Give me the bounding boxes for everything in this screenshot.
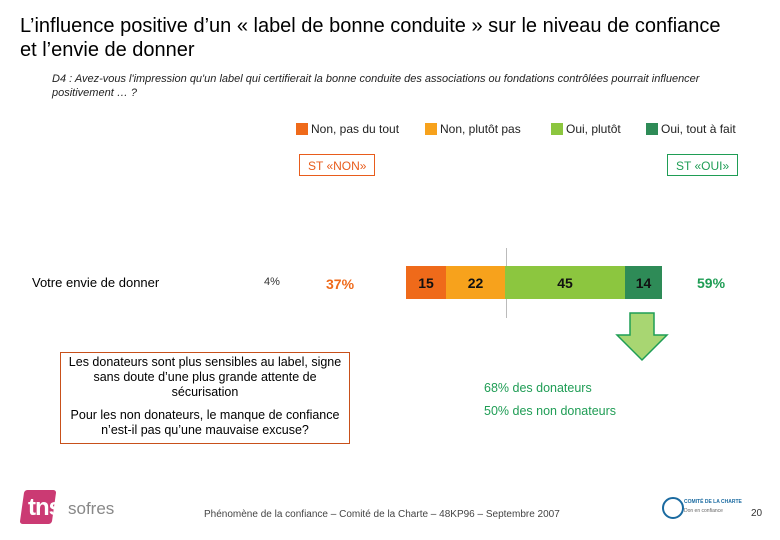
bar-value-label: 22 — [467, 274, 484, 291]
bar-segment-oui-plut-t: 45 — [505, 266, 625, 299]
charte-c-icon — [662, 497, 684, 519]
legend-swatch — [551, 123, 563, 135]
charte-logo-line2: Don en confiance — [684, 508, 723, 514]
legend-item-non-plutot-pas: Non, plutôt pas — [425, 122, 521, 136]
tns-sofres-logo: tns sofres — [19, 488, 140, 528]
nsp-percent: 4% — [264, 276, 280, 288]
legend-item-oui-plutot: Oui, plutôt — [551, 122, 621, 136]
bar-value-label: 15 — [418, 274, 434, 291]
legend-swatch — [296, 123, 308, 135]
st-oui-value: 59% — [697, 275, 726, 291]
comite-charte-logo: COMITÉ DE LA CHARTE Don en confiance — [660, 496, 742, 524]
charte-logo-line1: COMITÉ DE LA CHARTE — [684, 499, 742, 505]
page-title: L’influence positive d’un « label de bon… — [20, 15, 721, 61]
st-non-value: 37% — [326, 276, 355, 292]
insight-text-non-donateurs: Pour les non donateurs, le manque de con… — [70, 408, 340, 437]
st-oui-header: ST «OUI» — [667, 154, 739, 176]
oui-donateurs: 68% des donateurs — [484, 381, 592, 395]
down-arrow-icon — [615, 312, 669, 362]
legend-label: Non, plutôt pas — [440, 122, 521, 136]
survey-question: D4 : Avez-vous l'impression qu'un label … — [52, 73, 700, 99]
bar-segment-non-plut-t-pas: 22 — [446, 266, 505, 299]
bar-segment-oui-tout-fait: 14 — [625, 266, 662, 299]
legend-label: Oui, tout à fait — [661, 122, 736, 136]
logo-sofres-text: sofres — [68, 499, 115, 518]
legend-label: Non, pas du tout — [311, 122, 400, 136]
bar-value-label: 14 — [635, 274, 652, 291]
logo-tns-text: tns — [28, 494, 62, 521]
legend: Non, pas du tout Non, plutôt pas Oui, pl… — [0, 122, 780, 138]
row-label: Votre envie de donner — [32, 275, 160, 290]
legend-label: Oui, plutôt — [566, 122, 621, 136]
insight-callout: Les donateurs sont plus sensibles au lab… — [60, 352, 350, 444]
footer-text: Phénomène de la confiance – Comité de la… — [204, 509, 560, 520]
oui-non-donateurs: 50% des non donateurs — [484, 404, 617, 418]
bar-segment-non-pas-du-tout: 15 — [406, 266, 446, 299]
legend-swatch — [425, 123, 437, 135]
st-non-header: ST «NON» — [299, 154, 376, 176]
insight-text-donateurs: Les donateurs sont plus sensibles au lab… — [68, 355, 342, 399]
legend-swatch — [646, 123, 658, 135]
legend-item-non-pas-du-tout: Non, pas du tout — [296, 122, 399, 136]
stacked-bar: 15 22 45 14 — [406, 266, 663, 299]
legend-item-oui-tout-a-fait: Oui, tout à fait — [646, 122, 736, 136]
page-number: 20 — [751, 508, 763, 519]
bar-value-label: 45 — [557, 274, 573, 291]
